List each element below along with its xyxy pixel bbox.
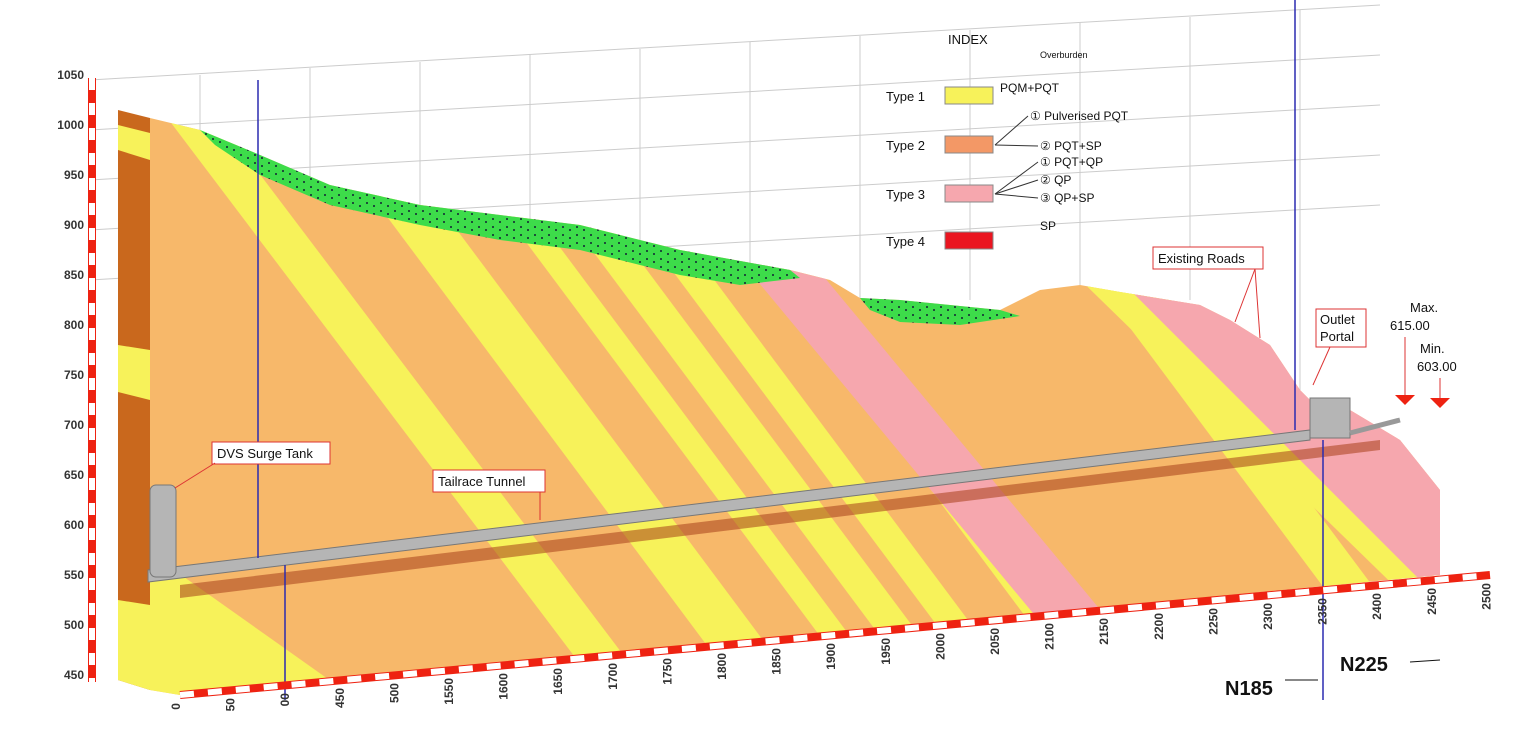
legend-swatch — [944, 231, 994, 250]
section-line — [257, 0, 1324, 700]
label-box — [1152, 246, 1264, 270]
elevation-label: 700 — [64, 418, 84, 432]
elevation-label: 900 — [64, 218, 84, 232]
legend-leader — [994, 179, 1039, 195]
elevation-label: 850 — [64, 268, 84, 282]
max-label: Max. — [1410, 300, 1438, 315]
chainage-label: 2200 — [1152, 613, 1166, 640]
elevation-label: 450 — [64, 668, 84, 682]
chainage-label: 00 — [278, 693, 292, 707]
elevation-label: 1000 — [57, 118, 84, 132]
elevation-label: 800 — [64, 318, 84, 332]
chainage-label: 1800 — [715, 653, 729, 680]
portal-label: Portal — [1320, 329, 1354, 344]
chainage-label: 1850 — [770, 648, 784, 675]
water-level — [1430, 398, 1450, 408]
legend-swatch — [944, 135, 994, 154]
leader — [1312, 346, 1331, 386]
overburden — [200, 130, 800, 285]
section-right: N225 — [1340, 654, 1388, 676]
chainage-label: 1650 — [551, 668, 565, 695]
chainage-label: 1700 — [606, 663, 620, 690]
min-label: Min. — [1420, 341, 1445, 356]
legend: INDEX Overburden Type 1 PQM+PQT Type 2 ① Pu… — [886, 32, 1129, 250]
water-level — [1395, 395, 1415, 405]
legend-title: INDEX — [948, 32, 988, 47]
legend-swatch — [944, 86, 994, 105]
arrow — [1409, 659, 1441, 663]
surge-tank-label: DVS Surge Tank — [217, 446, 313, 461]
legend-detail: ① PQT+QP — [1040, 155, 1103, 169]
legend-detail: ② PQT+SP — [1040, 139, 1102, 153]
chainage-label: 1900 — [824, 643, 838, 670]
tunnel — [147, 397, 1401, 583]
legend-detail: ② QP — [1040, 173, 1071, 187]
elevation-label: 500 — [64, 618, 84, 632]
chainage-label: 1550 — [442, 678, 456, 705]
side-bands — [118, 125, 150, 690]
label-box — [1315, 308, 1367, 348]
legend-detail: ① Pulverised PQT — [1030, 109, 1129, 123]
chainage-label: 50 — [224, 698, 238, 712]
chainage-axis — [179, 572, 1491, 698]
side-face — [118, 110, 150, 690]
chainage-label: 2050 — [988, 628, 1002, 655]
leader — [174, 462, 216, 489]
legend-detail: PQM+PQT — [1000, 81, 1060, 95]
chainage-label: 2250 — [1206, 608, 1220, 635]
chainage-label: 450 — [333, 688, 347, 708]
min-value: 603.00 — [1417, 359, 1457, 374]
chainage-label: 2000 — [933, 633, 947, 660]
chainage-label: 2400 — [1370, 593, 1384, 620]
legend-label: Type 3 — [886, 187, 925, 202]
legend-leader — [994, 161, 1039, 195]
chainage-label: 2300 — [1261, 603, 1275, 630]
section-left: N185 — [1225, 678, 1273, 700]
chainage-label: 2150 — [1097, 618, 1111, 645]
elevation-label: 650 — [64, 468, 84, 482]
legend-leader — [994, 115, 1029, 146]
axis-labels: 1050100095090085080075070065060055050045… — [57, 68, 1493, 711]
chainage-label: 2350 — [1316, 598, 1330, 625]
legend-label: Type 2 — [886, 138, 925, 153]
elevation-label: 750 — [64, 368, 84, 382]
overburden — [860, 298, 1020, 325]
legend-swatch — [944, 184, 994, 203]
chainage-label: 2500 — [1479, 583, 1493, 610]
tunnel-label: Tailrace Tunnel — [438, 474, 526, 489]
chainage-label: 0 — [169, 703, 183, 710]
legend-overburden: Overburden — [1040, 50, 1088, 60]
chainage-label: 1600 — [497, 673, 511, 700]
elevation-label: 550 — [64, 568, 84, 582]
legend-leader — [994, 144, 1039, 147]
chainage-label: 1950 — [879, 638, 893, 665]
chainage-label: 2100 — [1043, 623, 1057, 650]
elevation-label: 950 — [64, 168, 84, 182]
roads-label: Existing Roads — [1158, 251, 1245, 266]
callouts: DVS Surge Tank Tailrace Tunnel Existing … — [174, 246, 1457, 700]
elevation-label: 1050 — [57, 68, 84, 82]
legend-detail: ③ QP+SP — [1040, 191, 1094, 205]
label-box — [211, 441, 331, 465]
chainage-label: 500 — [387, 683, 401, 703]
portal-label: Outlet — [1320, 312, 1355, 327]
legend-label: Type 4 — [886, 234, 925, 249]
max-value: 615.00 — [1390, 318, 1430, 333]
legend-leader — [994, 193, 1039, 199]
leader — [1234, 268, 1256, 323]
legend-label: Type 1 — [886, 89, 925, 104]
label-box — [432, 469, 546, 493]
legend-detail: SP — [1040, 219, 1056, 233]
chainage-label: 1750 — [660, 658, 674, 685]
chainage-label: 2450 — [1425, 588, 1439, 615]
elevation-label: 600 — [64, 518, 84, 532]
leader — [1254, 268, 1261, 339]
